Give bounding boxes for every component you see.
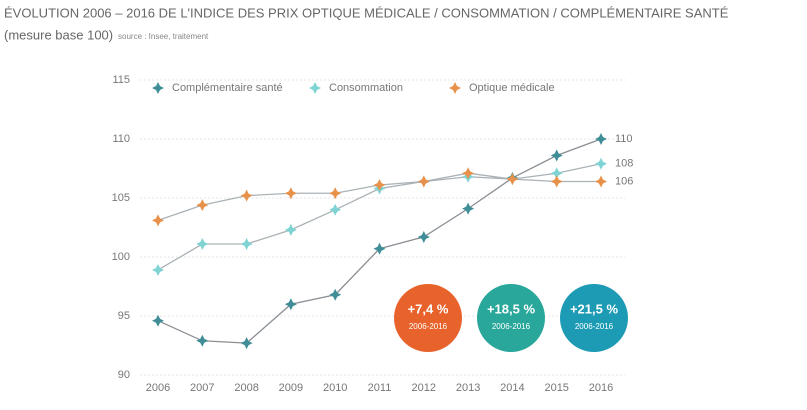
- point: [373, 242, 386, 255]
- point: [284, 223, 297, 236]
- point: [550, 149, 563, 162]
- value-label: 108: [615, 158, 633, 170]
- legend-label: Complémentaire santé: [172, 82, 283, 94]
- y-tick-label: 90: [118, 369, 130, 381]
- x-tick-label: 2006: [146, 382, 170, 394]
- x-tick-label: 2016: [589, 382, 613, 394]
- legend-marker: [309, 82, 321, 94]
- x-tick-label: 2012: [412, 382, 436, 394]
- legend-label: Consommation: [329, 82, 403, 94]
- point: [329, 288, 342, 301]
- point: [329, 187, 342, 200]
- point: [417, 175, 430, 188]
- point: [284, 298, 297, 311]
- badge-sub: 2006-2016: [492, 322, 531, 331]
- x-tick-label: 2011: [368, 382, 392, 394]
- point: [550, 175, 563, 188]
- badge-sub: 2006-2016: [409, 322, 448, 331]
- point: [595, 175, 607, 188]
- point: [152, 263, 164, 276]
- value-label: 110: [615, 133, 633, 145]
- point: [240, 189, 253, 202]
- x-tick-label: 2008: [234, 382, 258, 394]
- point: [329, 203, 342, 216]
- legend-marker: [152, 82, 164, 94]
- point: [152, 314, 164, 327]
- badge-sub: 2006-2016: [575, 322, 614, 331]
- point: [506, 173, 519, 186]
- point: [196, 238, 209, 251]
- y-tick-label: 105: [112, 192, 130, 204]
- value-label: 106: [615, 175, 633, 187]
- point: [240, 337, 253, 350]
- badge-text: +7,4 %: [408, 301, 449, 316]
- y-tick-label: 95: [118, 310, 130, 322]
- point: [550, 167, 563, 180]
- y-tick-label: 115: [112, 74, 130, 86]
- x-tick-label: 2007: [190, 382, 214, 394]
- badge: [394, 284, 462, 352]
- point: [240, 238, 253, 251]
- point: [595, 157, 607, 170]
- legend-marker: [449, 82, 461, 94]
- point: [373, 179, 386, 192]
- point: [284, 187, 297, 200]
- point: [417, 230, 430, 243]
- point: [462, 202, 475, 215]
- chart-subtitle: (mesure base 100): [4, 27, 113, 42]
- badge-text: +18,5 %: [487, 301, 536, 316]
- point: [196, 199, 209, 212]
- source: source : Insee, traitement: [118, 32, 209, 41]
- point: [595, 133, 607, 145]
- y-tick-label: 110: [112, 133, 130, 145]
- x-tick-label: 2013: [456, 382, 480, 394]
- legend-label: Optique médicale: [469, 82, 555, 94]
- x-tick-label: 2015: [544, 382, 568, 394]
- badge: [560, 284, 628, 352]
- x-tick-label: 2010: [323, 382, 347, 394]
- point: [462, 167, 475, 180]
- y-tick-label: 100: [112, 251, 130, 263]
- point: [196, 334, 209, 347]
- chart-title: ÉVOLUTION 2006 – 2016 DE L'INDICE DES PR…: [4, 5, 729, 20]
- badge: [477, 284, 545, 352]
- badge-text: +21,5 %: [570, 301, 619, 316]
- point: [152, 214, 164, 227]
- x-tick-label: 2014: [500, 382, 524, 394]
- x-tick-label: 2009: [279, 382, 303, 394]
